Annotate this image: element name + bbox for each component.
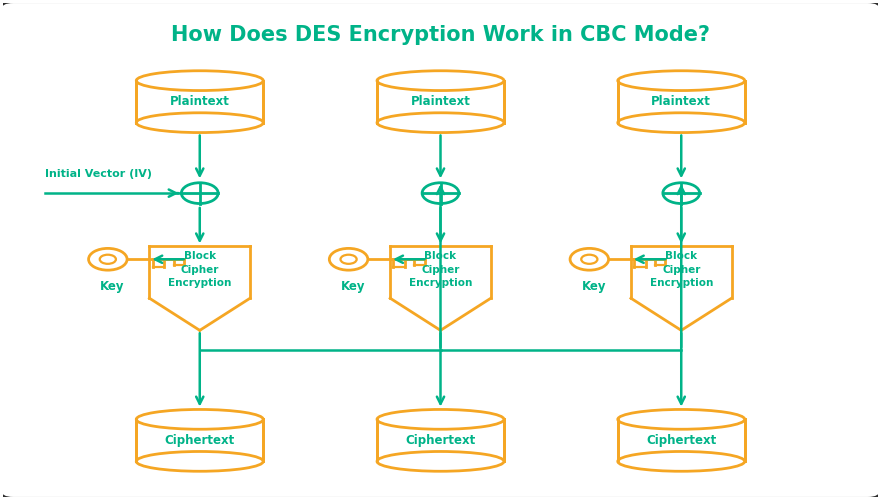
- Polygon shape: [631, 246, 731, 330]
- Circle shape: [181, 183, 218, 204]
- Text: Ciphertext: Ciphertext: [405, 434, 476, 447]
- Ellipse shape: [377, 452, 504, 471]
- Bar: [618, 80, 744, 122]
- Polygon shape: [150, 246, 250, 330]
- Polygon shape: [390, 246, 491, 330]
- Text: Block
Cipher
Encryption: Block Cipher Encryption: [409, 252, 472, 288]
- Circle shape: [329, 248, 368, 270]
- Ellipse shape: [377, 113, 504, 132]
- Text: Ciphertext: Ciphertext: [646, 434, 716, 447]
- Circle shape: [663, 183, 700, 204]
- Ellipse shape: [137, 452, 263, 471]
- Circle shape: [570, 248, 609, 270]
- Ellipse shape: [137, 113, 263, 132]
- Ellipse shape: [137, 71, 263, 90]
- Circle shape: [340, 254, 357, 264]
- Bar: [137, 420, 263, 462]
- Circle shape: [422, 183, 459, 204]
- Text: Plaintext: Plaintext: [170, 95, 230, 108]
- Text: Ciphertext: Ciphertext: [165, 434, 235, 447]
- Text: Plaintext: Plaintext: [651, 95, 711, 108]
- Bar: [377, 80, 504, 122]
- Ellipse shape: [618, 452, 744, 471]
- Bar: [377, 420, 504, 462]
- Ellipse shape: [137, 410, 263, 429]
- Bar: [618, 420, 744, 462]
- Ellipse shape: [618, 71, 744, 90]
- Text: Initial Vector (IV): Initial Vector (IV): [45, 170, 152, 179]
- Text: Key: Key: [100, 280, 124, 293]
- Ellipse shape: [618, 113, 744, 132]
- Bar: [137, 80, 263, 122]
- Text: How Does DES Encryption Work in CBC Mode?: How Does DES Encryption Work in CBC Mode…: [171, 25, 710, 45]
- Text: Plaintext: Plaintext: [411, 95, 470, 108]
- Ellipse shape: [377, 71, 504, 90]
- Text: Block
Cipher
Encryption: Block Cipher Encryption: [168, 252, 232, 288]
- Text: Key: Key: [341, 280, 366, 293]
- Ellipse shape: [377, 410, 504, 429]
- Circle shape: [100, 254, 116, 264]
- Text: Key: Key: [581, 280, 606, 293]
- Circle shape: [581, 254, 597, 264]
- Circle shape: [89, 248, 127, 270]
- Ellipse shape: [618, 410, 744, 429]
- Text: Block
Cipher
Encryption: Block Cipher Encryption: [649, 252, 713, 288]
